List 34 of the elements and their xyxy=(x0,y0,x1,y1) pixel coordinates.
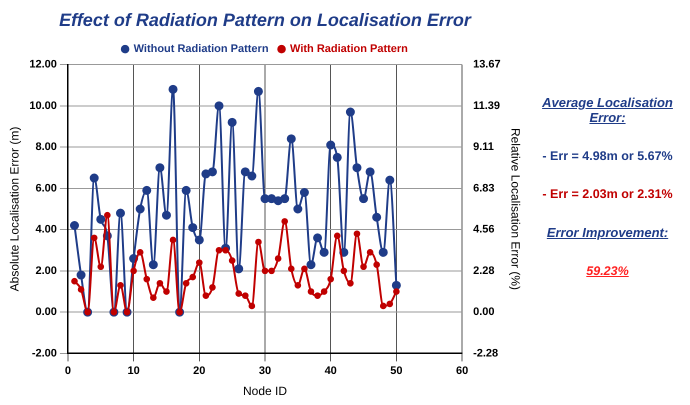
x-tick-label: 50 xyxy=(390,365,403,378)
y-tick-label: 8.00 xyxy=(36,141,57,154)
y-tick-label: 10.00 xyxy=(29,100,57,112)
x-tick-label: 20 xyxy=(193,365,206,378)
x-axis-title: Node ID xyxy=(242,384,288,398)
chart-title: Effect of Radiation Pattern on Localisation Error xyxy=(59,10,472,30)
y-tick-label: 12.00 xyxy=(29,58,57,71)
x-tick-label: 30 xyxy=(258,365,272,378)
y-tick-label: 2.00 xyxy=(36,264,57,277)
text: - Err = 4.98m or 5.67% xyxy=(541,149,674,163)
text: Average Localisation Error: xyxy=(541,95,674,125)
y2-tick-label: 0.00 xyxy=(473,306,494,318)
y2-tick-label: 4.56 xyxy=(473,224,494,236)
legend-label: Without Radiation Pattern xyxy=(134,43,269,56)
y2-tick-label: 11.39 xyxy=(473,100,500,112)
text: 59.23% xyxy=(585,264,630,278)
y-axis-title: Absolute Localisation Error (m) xyxy=(8,126,22,292)
y2-tick-label: 13.67 xyxy=(473,58,501,71)
y-tick-label: 6.00 xyxy=(36,182,57,194)
x-tick-label: 40 xyxy=(324,365,337,378)
y-tick-label: 0.00 xyxy=(36,306,57,318)
y2-tick-label: 2.28 xyxy=(473,264,494,277)
y2-axis-title: Relative Localisation Error (%) xyxy=(508,128,522,290)
y2-tick-label: 6.83 xyxy=(473,182,494,194)
text: Error Improvement: xyxy=(546,225,670,240)
x-tick-label: 0 xyxy=(64,365,71,378)
y-tick-label: -2.00 xyxy=(32,347,57,360)
y-tick-label: 4.00 xyxy=(36,224,57,236)
legend-label: With Radiation Pattern xyxy=(290,43,408,56)
x-tick-label: 10 xyxy=(127,365,140,378)
y2-tick-label: 9.11 xyxy=(473,141,494,154)
text: - Err = 2.03m or 2.31% xyxy=(541,187,674,201)
x-tick-label: 60 xyxy=(456,365,468,378)
y2-tick-label: -2.28 xyxy=(473,347,498,360)
